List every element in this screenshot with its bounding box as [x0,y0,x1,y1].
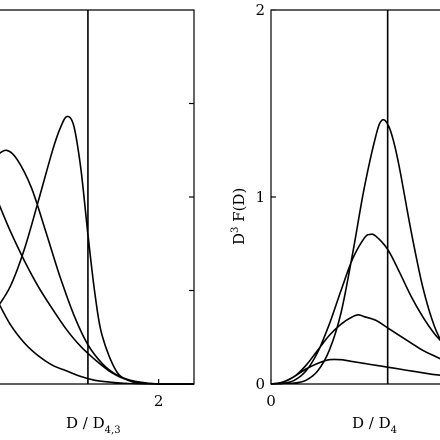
left-plot-frame [0,9,195,385]
left-x-tick-labels: 2 [154,392,164,410]
right-curve-4 [270,358,440,385]
left-curves [0,115,195,385]
left-panel: 2 D / D4,3 [0,9,195,436]
left-x-axis-label: D / D4,3 [66,414,121,436]
right-y-tick-labels: 0 1 2 [255,1,265,393]
right-panel: 0 0 1 2 D / D4 D3 F(D) [230,1,440,436]
right-y-ticks [271,9,276,385]
right-x-ticks [270,379,389,384]
right-x-tick-label: 0 [266,392,276,410]
right-curve-1 [270,118,440,385]
left-x-ticks [87,379,160,384]
right-plot-frame [270,9,440,385]
right-y-tick-label: 0 [255,375,265,393]
left-curve-2 [0,149,195,385]
left-curve-4 [0,303,195,385]
right-y-tick-label: 1 [255,188,265,206]
right-curve-3 [270,313,440,385]
left-x-tick-label: 2 [154,392,164,410]
left-curve-3 [0,204,195,385]
right-curves [270,118,440,385]
right-y-tick-label: 2 [255,1,265,19]
right-curve-2 [270,233,440,385]
right-y-axis-label: D3 F(D) [230,188,248,245]
right-x-axis-label: D / D4 [352,414,397,436]
left-y-ticks [189,102,194,292]
right-x-tick-labels: 0 [266,392,276,410]
left-curve-1 [0,115,194,385]
